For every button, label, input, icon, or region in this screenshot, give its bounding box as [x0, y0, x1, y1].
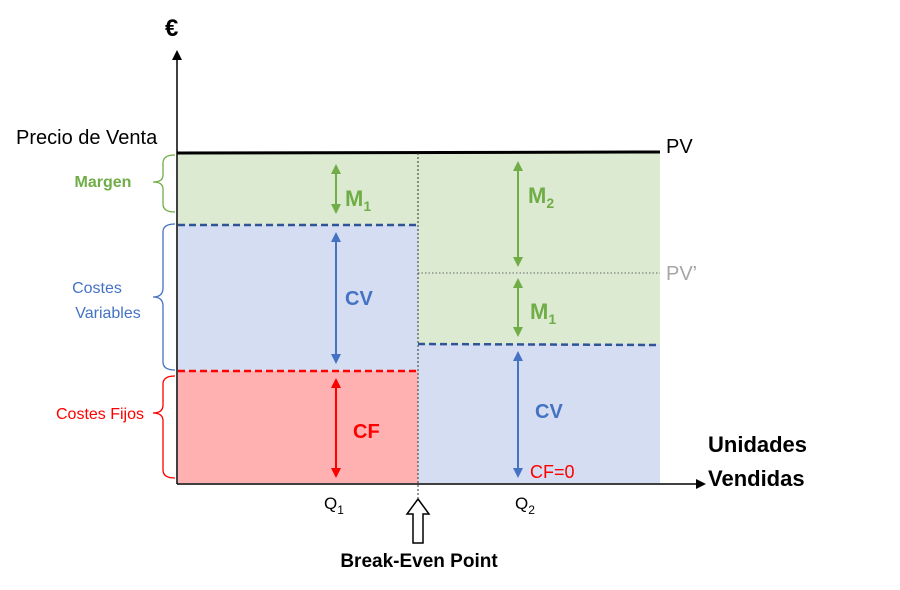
left-variable-cost-area: [178, 225, 418, 371]
right-margin-area: [418, 153, 660, 344]
q1-tick-label: Q1: [324, 494, 344, 517]
costes-fijos-brace: [152, 375, 176, 479]
costes-variables-label-2: Variables: [75, 305, 141, 322]
cf-left-label: CF: [353, 421, 380, 443]
x-axis-label-line2: Vendidas: [708, 466, 805, 491]
margen-brace: [152, 154, 176, 213]
left-margin-area: [178, 153, 418, 225]
pv-prime-label: PV’: [666, 263, 697, 285]
right-cv-boundary: [417, 342, 661, 347]
left-fixed-cost-area: [178, 371, 418, 483]
q2-tick-label: Q2: [515, 494, 535, 517]
cv-left-label: CV: [345, 288, 373, 310]
costes-fijos-label: Costes Fijos: [56, 406, 144, 423]
m2-right-label: M2: [528, 183, 554, 211]
y-axis-label: €: [165, 15, 178, 42]
price-label: Precio de Venta: [16, 127, 158, 149]
margen-label: Margen: [75, 174, 132, 191]
cf-zero-label: CF=0: [530, 462, 575, 482]
cv-right-label: CV: [535, 401, 563, 423]
x-axis-label-line1: Unidades: [708, 432, 807, 457]
m1-left-label: M1: [345, 186, 371, 214]
break-even-label: Break-Even Point: [340, 551, 498, 572]
costes-variables-brace: [152, 223, 176, 371]
pv-line: [176, 150, 661, 155]
pv-label: PV: [666, 136, 693, 158]
break-even-arrow-icon: [405, 497, 431, 544]
costes-variables-label-1: Costes: [72, 280, 122, 297]
right-variable-cost-area: [418, 344, 660, 483]
m1-right-label: M1: [530, 299, 556, 327]
